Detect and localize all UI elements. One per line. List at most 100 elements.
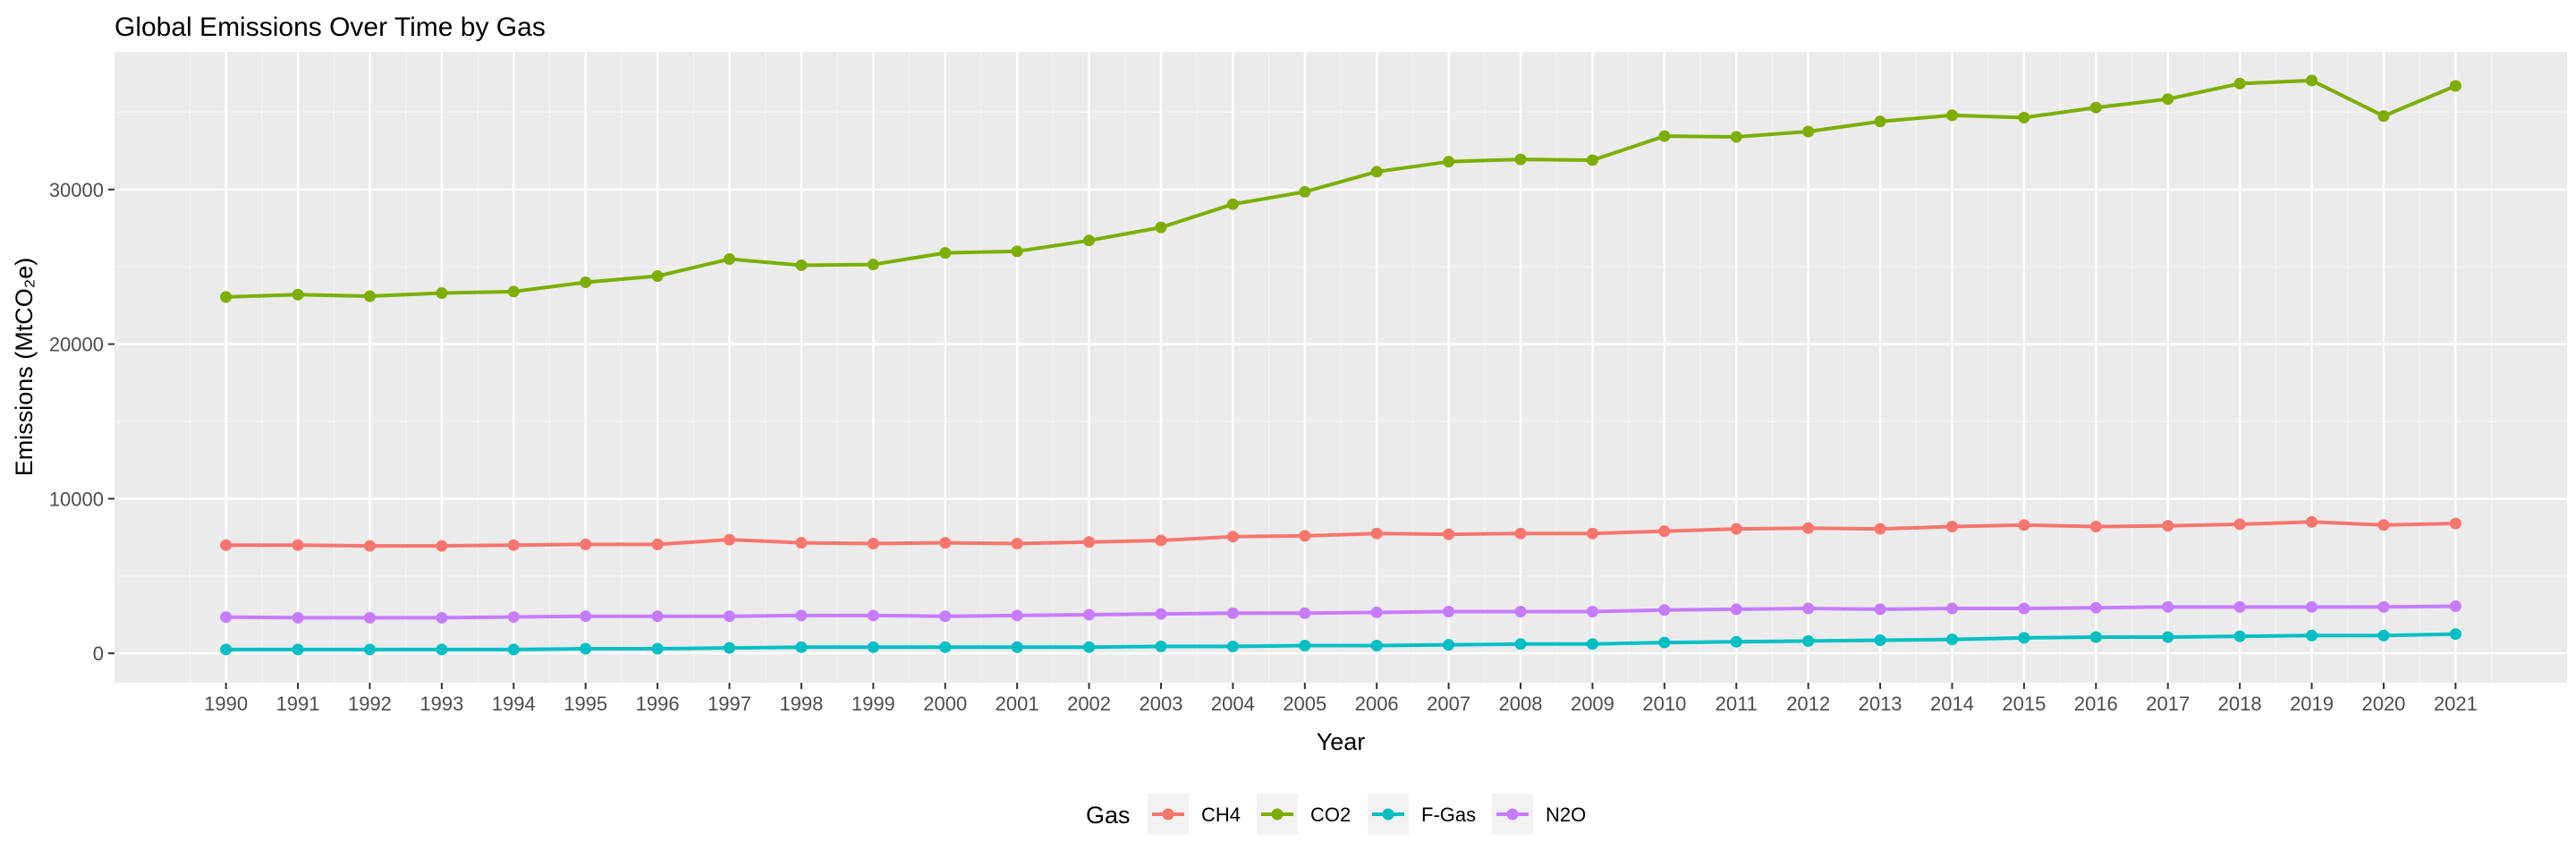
- data-point-ch4: [1226, 531, 1239, 543]
- x-tick-label: 1999: [852, 693, 895, 715]
- x-tick-label: 1998: [779, 693, 823, 715]
- data-point-n2o: [1658, 604, 1671, 617]
- x-tick-label: 2002: [1067, 693, 1111, 715]
- data-point-n2o: [939, 610, 952, 623]
- data-point-n2o: [795, 609, 808, 622]
- x-tick-label: 2017: [2146, 693, 2190, 715]
- data-point-f-gas: [724, 642, 736, 654]
- data-point-ch4: [1514, 527, 1527, 540]
- data-point-co2: [363, 290, 376, 302]
- data-point-n2o: [1226, 607, 1239, 619]
- x-tick-label: 2005: [1283, 693, 1326, 715]
- data-point-n2o: [1945, 602, 1958, 615]
- legend: Gas CH4 CO2 F-Gas N2O: [1086, 794, 1586, 835]
- x-axis: 1990 1991 1992 1993 1994 1995 1996 1997 1998 1999…: [204, 683, 2478, 715]
- data-point-ch4: [507, 539, 520, 551]
- y-tick-label: 10000: [49, 488, 104, 510]
- data-point-n2o: [2162, 600, 2174, 613]
- data-point-n2o: [1155, 608, 1167, 620]
- data-point-ch4: [1083, 536, 1096, 549]
- data-point-co2: [2162, 93, 2174, 106]
- data-point-ch4: [867, 537, 879, 549]
- data-point-n2o: [2018, 602, 2030, 615]
- chart-title: Global Emissions Over Time by Gas: [114, 13, 546, 42]
- y-tick-label: 0: [93, 642, 104, 665]
- data-point-n2o: [1802, 602, 1815, 615]
- data-point-f-gas: [795, 641, 808, 653]
- data-point-ch4: [1299, 530, 1311, 542]
- x-tick-label: 2016: [2074, 693, 2118, 715]
- data-point-f-gas: [507, 643, 520, 656]
- data-point-ch4: [1658, 525, 1671, 538]
- data-point-ch4: [795, 537, 808, 549]
- legend-label-co2: CO2: [1310, 804, 1351, 826]
- x-axis-title: Year: [1317, 728, 1366, 755]
- data-point-n2o: [1011, 609, 1023, 622]
- data-point-n2o: [2233, 600, 2246, 613]
- data-point-ch4: [363, 540, 376, 552]
- data-point-ch4: [2449, 517, 2462, 530]
- data-point-f-gas: [1083, 641, 1096, 653]
- data-point-co2: [580, 276, 592, 288]
- x-tick-label: 2009: [1571, 693, 1614, 715]
- data-point-f-gas: [867, 641, 879, 653]
- data-point-f-gas: [1730, 635, 1742, 648]
- legend-key-point-n2o: [1506, 808, 1519, 821]
- data-point-co2: [220, 291, 233, 303]
- series-line-ch4: [225, 520, 2456, 549]
- data-point-f-gas: [1586, 638, 1598, 651]
- data-point-n2o: [363, 611, 376, 624]
- series-layer: [220, 74, 2462, 656]
- legend-key-point-co2: [1271, 808, 1284, 821]
- data-point-co2: [1370, 166, 1383, 178]
- data-point-ch4: [1586, 527, 1598, 540]
- x-tick-label: 2001: [996, 693, 1039, 715]
- data-point-co2: [436, 287, 448, 300]
- data-point-n2o: [1370, 606, 1383, 618]
- y-axis: 0 10000 20000 30000: [49, 179, 114, 665]
- data-point-n2o: [2089, 601, 2102, 614]
- data-point-f-gas: [2377, 629, 2390, 642]
- data-point-co2: [651, 270, 664, 283]
- x-tick-label: 2021: [2434, 693, 2478, 715]
- x-tick-label: 1997: [708, 693, 751, 715]
- data-point-co2: [724, 253, 736, 266]
- data-point-ch4: [2233, 518, 2246, 531]
- x-tick-label: 2015: [2002, 693, 2046, 715]
- minor-gridlines: [114, 52, 2567, 683]
- x-tick-label: 2018: [2218, 693, 2262, 715]
- data-point-n2o: [651, 610, 664, 623]
- x-tick-label: 2008: [1499, 693, 1543, 715]
- x-tick-label: 1996: [636, 693, 680, 715]
- data-point-ch4: [2162, 520, 2174, 532]
- data-point-co2: [1299, 185, 1311, 198]
- data-point-n2o: [507, 611, 520, 624]
- data-point-n2o: [220, 611, 233, 624]
- data-point-ch4: [580, 538, 592, 550]
- data-point-n2o: [867, 609, 879, 622]
- data-point-co2: [1658, 130, 1671, 142]
- data-point-f-gas: [220, 643, 233, 656]
- data-point-f-gas: [1370, 640, 1383, 652]
- legend-key-point-ch4: [1162, 808, 1174, 821]
- series-line-n2o: [225, 604, 2456, 620]
- legend-label-ch4: CH4: [1201, 804, 1241, 826]
- data-point-f-gas: [2089, 631, 2102, 643]
- x-tick-label: 2012: [1786, 693, 1830, 715]
- data-point-co2: [867, 259, 879, 271]
- data-point-ch4: [939, 537, 952, 549]
- data-point-ch4: [1730, 523, 1742, 535]
- legend-key-point-f-gas: [1382, 808, 1394, 821]
- data-point-ch4: [1802, 522, 1815, 534]
- data-point-co2: [1443, 156, 1455, 168]
- data-point-co2: [2449, 80, 2462, 92]
- legend-label-n2o: N2O: [1546, 804, 1586, 826]
- x-tick-label: 1992: [348, 693, 392, 715]
- data-point-n2o: [580, 610, 592, 623]
- x-tick-label: 1995: [564, 693, 607, 715]
- data-point-co2: [1226, 198, 1239, 210]
- data-point-n2o: [1083, 608, 1096, 621]
- data-point-co2: [1802, 125, 1815, 138]
- data-point-co2: [1011, 245, 1023, 258]
- data-point-f-gas: [1155, 640, 1167, 652]
